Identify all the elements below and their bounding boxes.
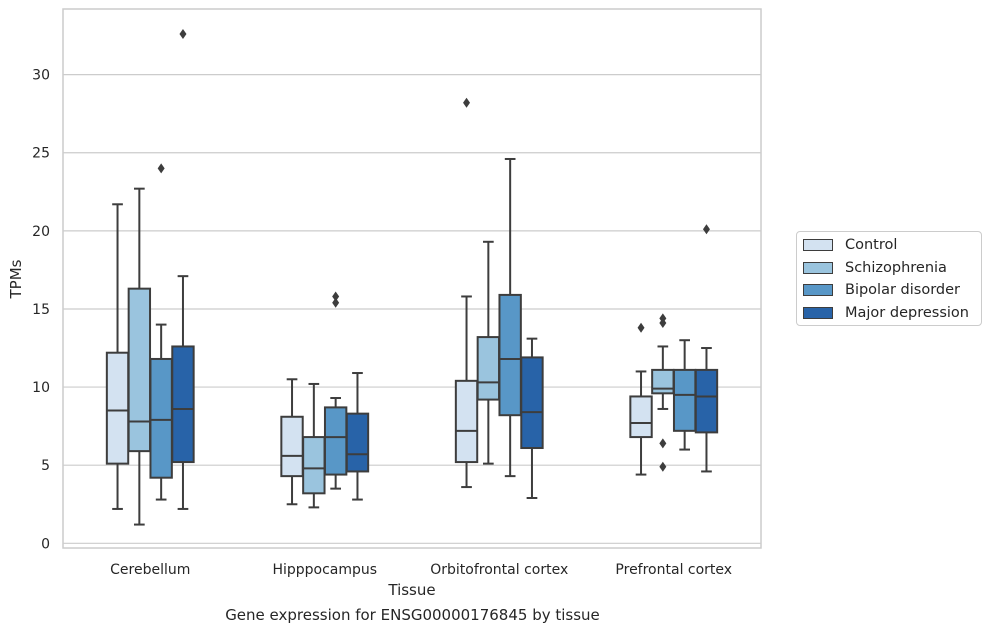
y-tick-label: 10 [32, 380, 50, 396]
outlier-point [332, 297, 340, 308]
box-iqr [345, 412, 370, 473]
outlier-point [637, 322, 645, 333]
box-bipolar-disorder [498, 157, 522, 478]
box-bipolar-disorder [149, 163, 173, 501]
box-iqr [498, 293, 522, 417]
box-bipolar-disorder [323, 291, 348, 490]
box-control [454, 97, 479, 489]
outlier-point [659, 438, 667, 449]
outlier-point [157, 163, 165, 174]
y-tick-label: 5 [41, 458, 50, 474]
box-major-depression [345, 372, 370, 501]
box-iqr [476, 336, 501, 401]
legend-swatch [803, 306, 833, 319]
legend-item: Bipolar disorder [803, 280, 960, 300]
x-tick-label: Cerebellum [110, 562, 190, 578]
box-schizophrenia [651, 313, 675, 472]
y-axis-title: TPMs [7, 259, 25, 299]
outlier-point [659, 461, 667, 472]
legend-item: Control [803, 235, 897, 255]
y-tick-label: 0 [41, 536, 50, 552]
outlier-point [659, 313, 667, 324]
legend-item: Major depression [803, 303, 969, 323]
box-control [629, 322, 653, 476]
legend-label: Schizophrenia [845, 259, 947, 276]
y-tick-label: 15 [32, 302, 50, 318]
box-iqr [651, 368, 675, 395]
outlier-point [179, 28, 187, 39]
box-control [105, 203, 130, 510]
box-iqr [149, 357, 173, 479]
box-schizophrenia [127, 187, 152, 526]
legend-swatch [803, 239, 833, 251]
box-major-depression [694, 224, 719, 473]
box-iqr [171, 345, 195, 464]
box-iqr [672, 368, 697, 432]
box-iqr [629, 395, 653, 439]
box-iqr [520, 356, 544, 450]
x-tick-label: Prefrontal cortex [615, 562, 732, 578]
plot-frame [62, 8, 762, 549]
box-major-depression [171, 28, 195, 510]
legend-swatch [803, 284, 833, 296]
legend-item: Schizophrenia [803, 258, 947, 278]
box-iqr [454, 379, 479, 464]
outlier-point [332, 291, 340, 302]
box-control [280, 378, 304, 506]
box-iqr [105, 351, 130, 465]
x-tick-label: Hipppocampus [272, 562, 377, 578]
box-iqr [302, 436, 326, 495]
legend-label: Bipolar disorder [845, 282, 960, 298]
outlier-point [463, 97, 471, 108]
x-tick-labels: Cerebellum Hipppocampus Orbitofrontal cort… [110, 562, 732, 578]
box-iqr [694, 368, 719, 434]
y-tick-label: 30 [32, 68, 50, 84]
box-iqr [280, 415, 304, 478]
chart-caption: Gene expression for ENSG00000176845 by t… [225, 606, 600, 624]
legend-swatch [803, 261, 833, 274]
x-axis-title: Tissue [387, 581, 435, 599]
y-tick-label: 25 [32, 146, 50, 162]
legend: Control Schizophrenia Bipolar disorder Majo… [796, 231, 982, 326]
y-tick-labels: 0 5 10 15 20 25 30 [32, 68, 50, 553]
y-tick-label: 20 [32, 224, 50, 240]
box-iqr [323, 406, 348, 476]
box-schizophrenia [476, 240, 501, 465]
box-major-depression [520, 337, 544, 500]
legend-label: Control [845, 237, 898, 253]
boxes [105, 28, 719, 526]
outlier-point [702, 224, 710, 235]
x-tick-label: Orbitofrontal cortex [430, 562, 568, 578]
legend-label: Major depression [845, 304, 969, 321]
box-schizophrenia [302, 382, 326, 509]
box-bipolar-disorder [672, 339, 697, 451]
box-iqr [127, 287, 152, 453]
